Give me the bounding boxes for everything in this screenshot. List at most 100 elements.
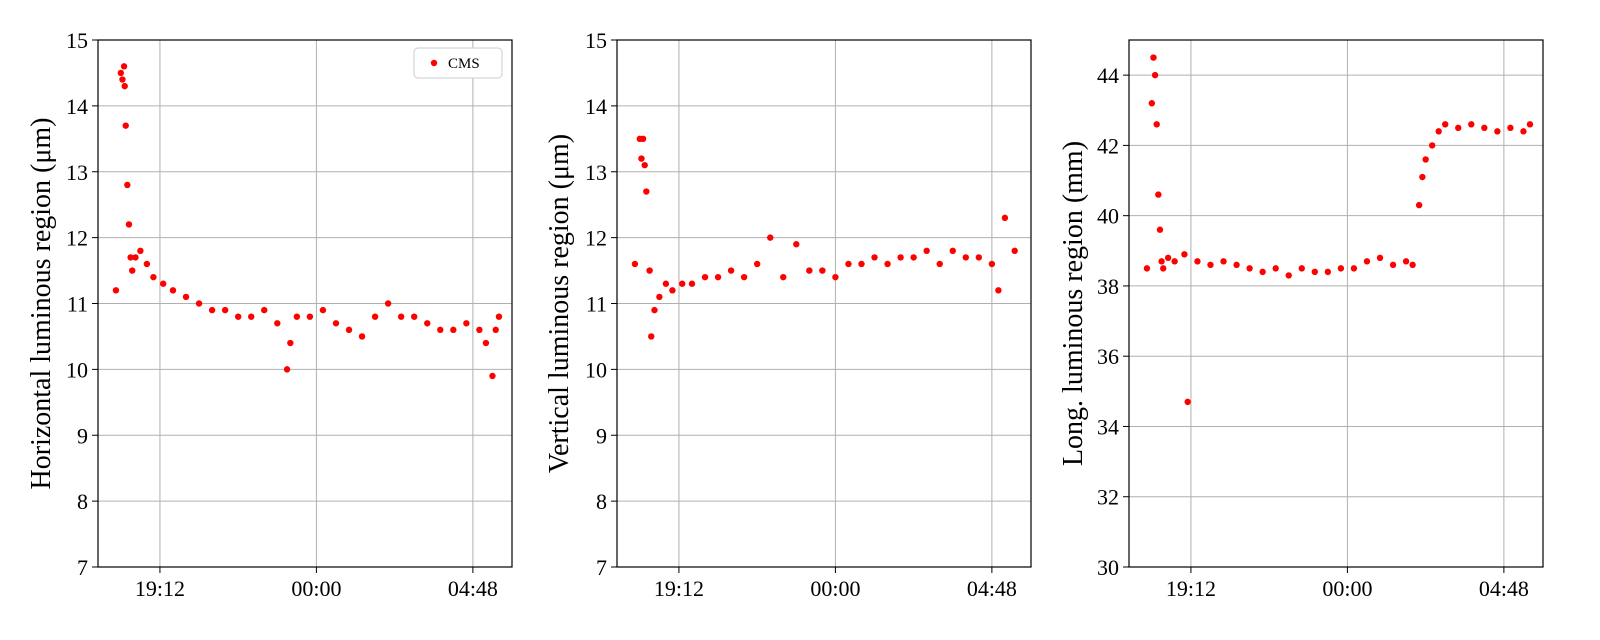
legend-label: CMS [448, 56, 480, 72]
data-point [656, 293, 663, 301]
data-point [1143, 265, 1151, 272]
data-point [727, 267, 735, 274]
data-point [923, 247, 930, 254]
y-tick-label: 10 [66, 357, 88, 382]
data-point [411, 313, 418, 320]
data-point [806, 267, 813, 274]
data-point [150, 273, 157, 281]
data-point [1155, 191, 1162, 198]
y-tick-label: 12 [66, 226, 88, 251]
data-point [234, 313, 242, 320]
y-tick-label: 9 [596, 423, 607, 448]
x-tick-label: 00:00 [1322, 576, 1372, 601]
data-point [793, 241, 800, 248]
y-tick-label: 42 [1097, 133, 1119, 158]
data-point [1285, 272, 1292, 279]
y-tick-label: 7 [596, 555, 607, 580]
data-point [1311, 268, 1319, 276]
data-point [121, 82, 128, 90]
y-tick-label: 40 [1097, 204, 1119, 229]
data-point [221, 306, 229, 314]
y-tick-label: 13 [585, 160, 607, 185]
data-point [1148, 100, 1156, 107]
y-tick-label: 7 [77, 555, 88, 580]
data-point [129, 267, 136, 274]
data-point [274, 320, 281, 327]
data-point [495, 313, 503, 320]
data-point [287, 339, 294, 347]
data-point [358, 333, 366, 340]
data-point [1151, 71, 1159, 79]
data-point [1164, 254, 1172, 262]
data-point [143, 260, 151, 268]
data-point [871, 254, 878, 261]
chart-panel-longitudinal: 30 32 34 36 38 40 42 44 19:12 00:00 04:48 Long. lum… [1058, 39, 1544, 601]
y-tick-label: 8 [77, 489, 88, 514]
data-point [1259, 268, 1266, 276]
y-axis-label: Long. luminous region (mm) [1058, 141, 1089, 466]
data-point [897, 254, 904, 261]
data-point [482, 339, 490, 347]
data-point [132, 254, 139, 261]
data-point [1409, 261, 1416, 269]
data-point [332, 320, 340, 327]
data-point [631, 260, 639, 268]
data-point [988, 260, 996, 268]
data-point [1150, 54, 1157, 61]
data-point [1455, 124, 1462, 132]
data-point [1153, 121, 1160, 128]
data-point [1181, 251, 1188, 258]
data-point [1376, 254, 1384, 262]
data-point [424, 320, 431, 327]
data-point [949, 247, 956, 254]
data-point [293, 313, 301, 320]
data-point [476, 326, 483, 334]
data-point [319, 306, 327, 314]
data-point [995, 287, 1002, 294]
data-point [248, 313, 255, 320]
data-point [688, 280, 696, 287]
data-point [1158, 258, 1165, 265]
data-point [1337, 265, 1345, 272]
data-point [1494, 128, 1501, 135]
data-point [463, 320, 470, 327]
data-point [767, 234, 774, 241]
data-point [641, 161, 648, 169]
plot-frame [1128, 39, 1544, 568]
data-point [910, 254, 917, 261]
data-point [753, 260, 761, 268]
data-point [122, 122, 129, 129]
data-point [714, 273, 722, 281]
data-point [371, 313, 379, 320]
data-point [1389, 261, 1397, 269]
y-tick-label: 38 [1097, 274, 1119, 299]
data-point [1324, 268, 1332, 276]
data-point [1194, 258, 1201, 265]
data-point [127, 254, 134, 261]
data-point [283, 366, 291, 373]
chart-panel-vertical: 7 8 9 10 11 12 13 14 15 19:12 00:00 04:48 Vertical l… [544, 28, 1032, 601]
y-axis-label: Horizontal luminous region (μm) [26, 118, 57, 490]
x-tick-label: 19:12 [654, 576, 704, 601]
data-point [1350, 265, 1358, 272]
data-point [124, 181, 131, 189]
y-tick-label: 14 [66, 94, 88, 119]
data-point [819, 267, 826, 274]
data-point [1246, 265, 1253, 272]
data-point [1363, 258, 1371, 265]
data-point [780, 273, 787, 281]
x-tick-label: 04:48 [967, 576, 1017, 601]
data-point [1298, 265, 1305, 272]
data-point [678, 280, 686, 287]
data-point [306, 313, 314, 320]
data-point [1184, 398, 1191, 406]
data-point [669, 287, 676, 294]
data-point [1422, 156, 1429, 163]
y-tick-label: 36 [1097, 344, 1119, 369]
data-point [1233, 261, 1240, 269]
y-tick-label: 12 [585, 226, 607, 251]
y-axis-label: Vertical luminous region (μm) [544, 134, 575, 473]
y-tick-label: 8 [596, 489, 607, 514]
data-point [648, 333, 655, 340]
